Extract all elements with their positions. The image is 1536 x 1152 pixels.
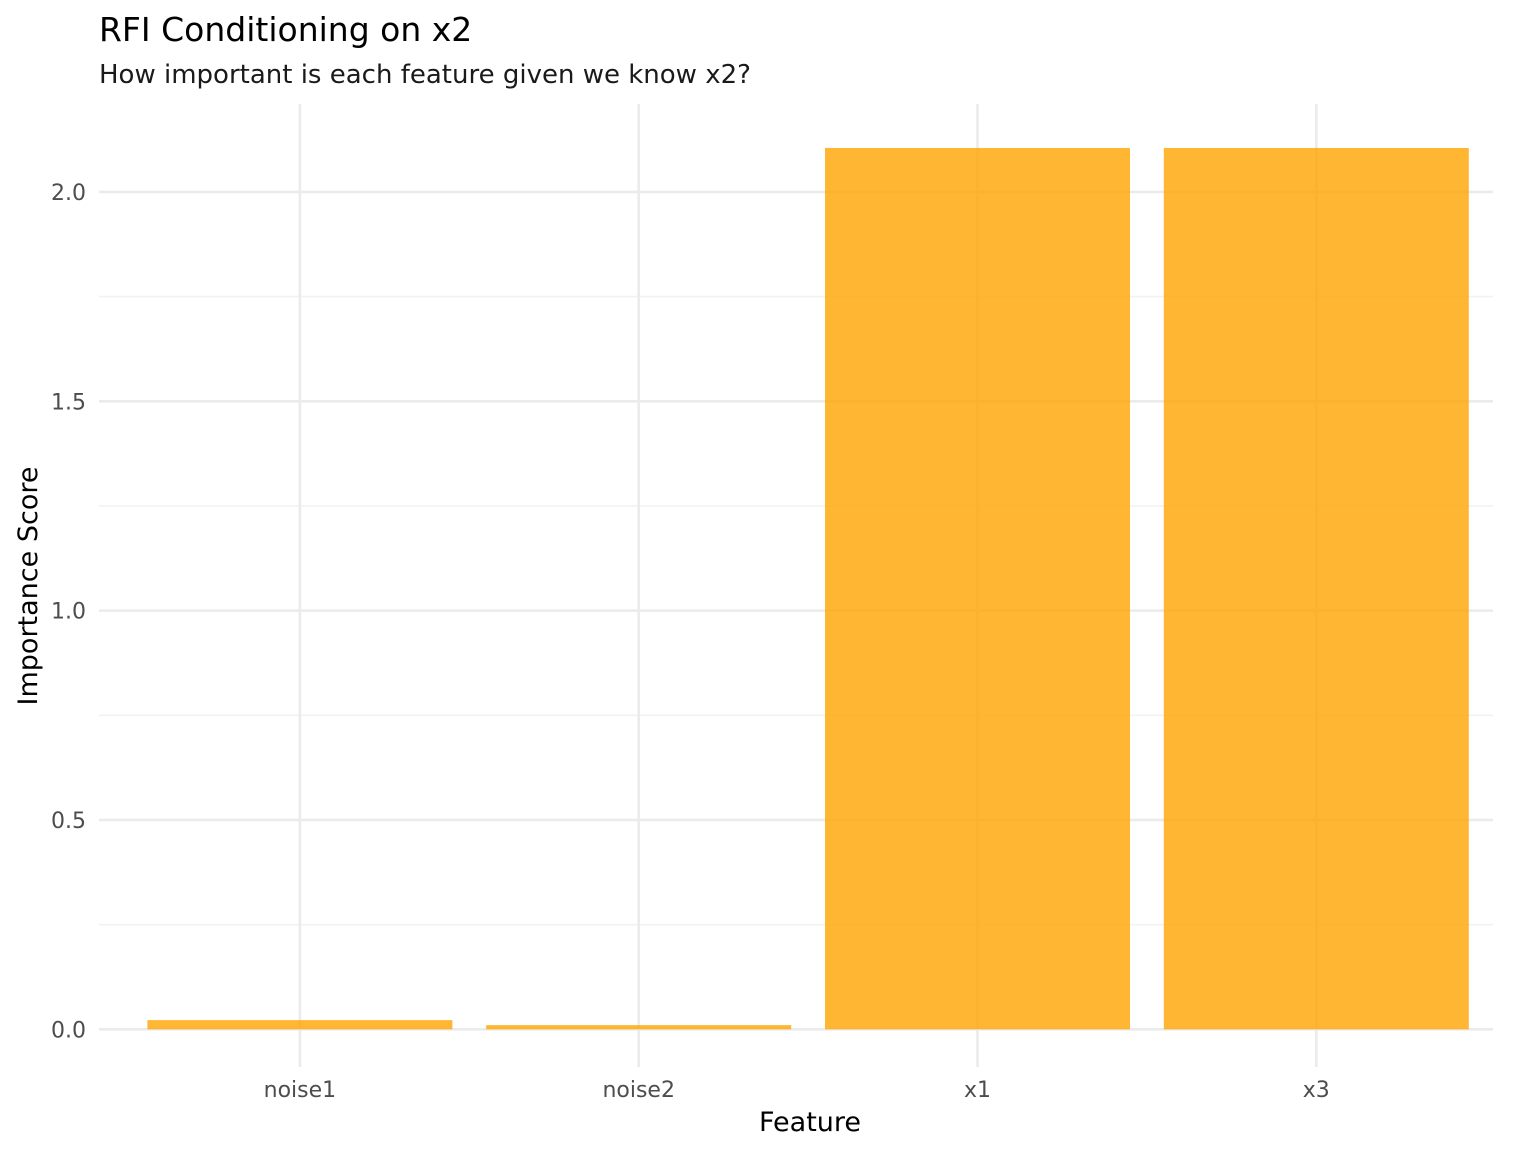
- x-axis-title: Feature: [759, 1107, 861, 1138]
- x-tick-label: x1: [964, 1078, 991, 1103]
- x-tick-label: x3: [1303, 1078, 1330, 1103]
- y-tick-label: 0.5: [51, 809, 86, 834]
- y-tick-label: 2.0: [51, 181, 86, 206]
- bars: [147, 147, 1469, 1030]
- y-tick-labels: 0.0 0.5 1.0 1.5 2.0: [51, 181, 86, 1043]
- bar-noise2: [486, 1025, 792, 1030]
- x-tick-label: noise2: [602, 1078, 675, 1103]
- y-tick-label: 1.5: [51, 390, 86, 415]
- x-tick-label: noise1: [264, 1078, 337, 1103]
- y-tick-label: 1.0: [51, 600, 86, 625]
- y-tick-label: 0.0: [51, 1018, 86, 1043]
- chart-subtitle: How important is each feature given we k…: [99, 60, 751, 90]
- x-tick-labels: noise1 noise2 x1 x3: [264, 1078, 1330, 1103]
- bar-x1: [825, 147, 1130, 1030]
- bar-noise1: [147, 1020, 453, 1030]
- y-axis-title: Importance Score: [13, 467, 44, 706]
- chart-title: RFI Conditioning on x2: [99, 10, 472, 49]
- bar-x3: [1163, 147, 1469, 1030]
